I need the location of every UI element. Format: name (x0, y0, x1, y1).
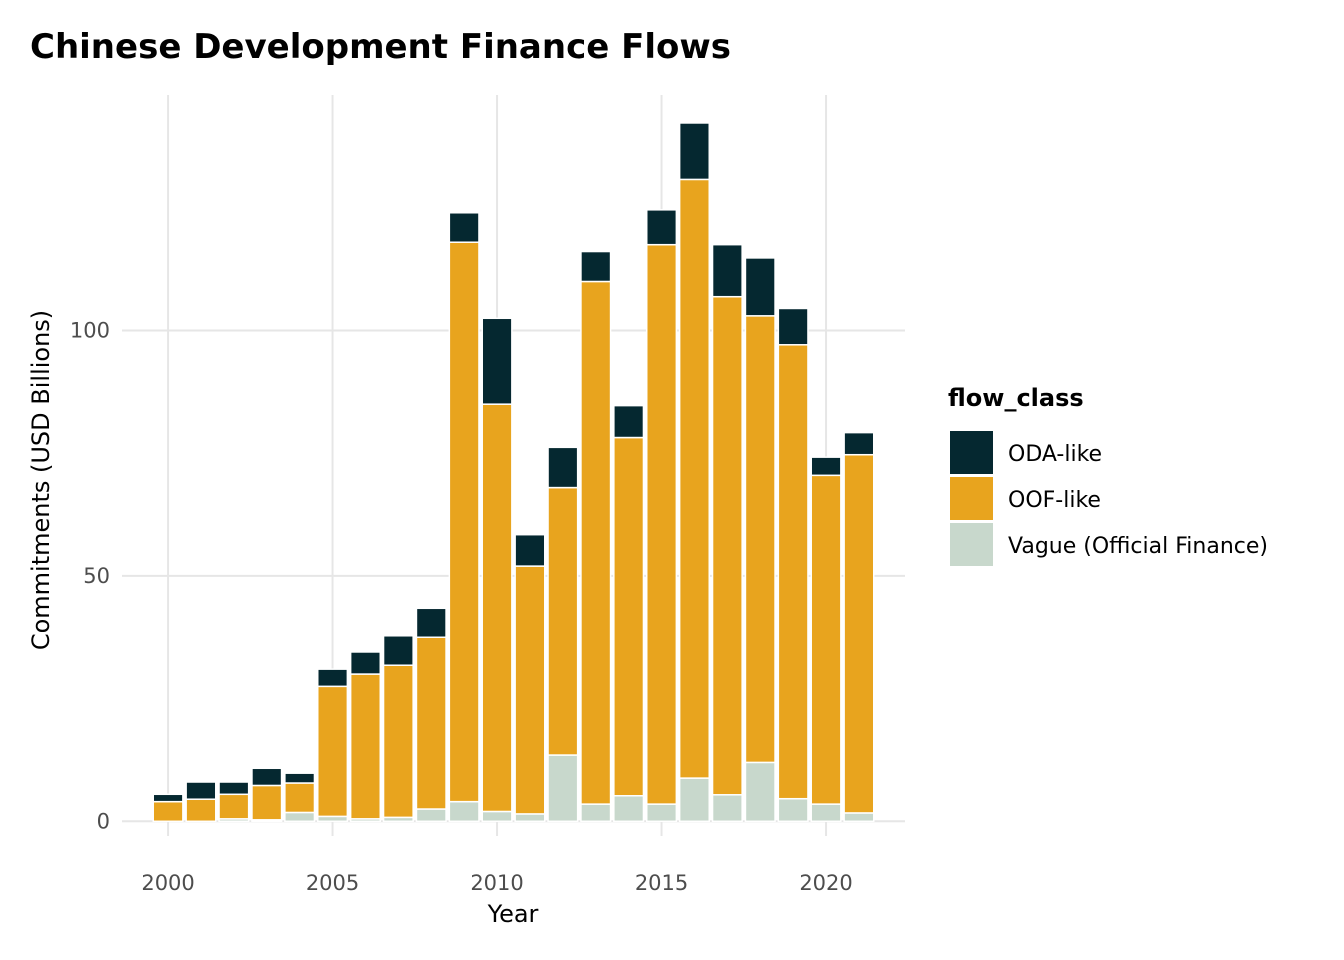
bar-2011-oof-like (514, 565, 546, 815)
legend-label-oof-like: OOF-like (1008, 488, 1101, 513)
bar-2009-oof-like (448, 241, 480, 803)
bar-2018-vague-official-finance (744, 761, 776, 823)
bar-2005-oof-like (317, 685, 349, 818)
bar-2008-oof-like (415, 636, 447, 810)
bar-2015-oof-like (645, 243, 678, 805)
bar-2020-vague-official-finance (810, 803, 842, 823)
bar-2021-vague-official-finance (843, 812, 875, 823)
bar-2017-vague-official-finance (711, 794, 743, 823)
legend-label-vague-official-finance: Vague (Official Finance) (1008, 534, 1268, 559)
x-tick-label-2020: 2020 (799, 871, 852, 895)
bar-2019-vague-official-finance (777, 797, 809, 823)
bar-2008-vague-official-finance (415, 808, 447, 823)
bar-2016-vague-official-finance (678, 777, 710, 823)
bar-2011-vague-official-finance (514, 813, 546, 823)
bar-2004-oof-like (284, 782, 316, 814)
bar-2008-oda-like (415, 607, 447, 639)
x-axis-title: Year (487, 900, 539, 928)
bar-2017-oof-like (711, 295, 743, 796)
legend-swatch-oda-like (950, 431, 993, 474)
bar-2009-oda-like (448, 212, 480, 243)
bar-2004-vague-official-finance (284, 811, 316, 823)
legend-swatch-vague-official-finance (950, 523, 993, 566)
legend-label-oda-like: ODA-like (1008, 442, 1102, 467)
bar-2018-oof-like (744, 315, 776, 764)
legend-swatch-oof-like (950, 477, 993, 520)
bar-2019-oda-like (777, 307, 809, 346)
bar-2010-vague-official-finance (481, 810, 513, 823)
bar-2014-oof-like (613, 436, 645, 797)
bar-2014-vague-official-finance (613, 795, 645, 823)
bar-2017-oda-like (711, 243, 743, 298)
bar-2000-oda-like (152, 793, 184, 803)
bar-2010-oof-like (481, 403, 513, 813)
bar-2006-oda-like (349, 651, 382, 675)
bar-2020-oof-like (810, 474, 842, 805)
bar-2013-oof-like (580, 280, 612, 805)
bar-2012-oda-like (547, 446, 579, 489)
bar-2015-oda-like (645, 209, 678, 246)
legend-title: flow_class (948, 384, 1084, 412)
bar-2016-oda-like (678, 122, 710, 181)
bar-2009-vague-official-finance (448, 800, 480, 823)
bar-2013-vague-official-finance (580, 803, 612, 823)
bar-2015-vague-official-finance (645, 803, 678, 823)
x-tick-label-2015: 2015 (635, 871, 688, 895)
bar-2016-oof-like (678, 178, 710, 779)
bar-2004-oda-like (284, 772, 316, 784)
bar-2007-oof-like (382, 664, 414, 819)
legend: flow_class ODA-like OOF-like Vague (Offici… (948, 384, 1268, 566)
bar-2013-oda-like (580, 250, 612, 283)
y-tick-label-100: 100 (70, 319, 110, 343)
y-tick-label-0: 0 (97, 809, 110, 833)
bar-2019-oof-like (777, 344, 809, 800)
bar-2012-oof-like (547, 486, 579, 756)
bar-2006-oof-like (349, 673, 382, 820)
bar-2018-oda-like (744, 257, 776, 317)
bar-2005-oda-like (317, 668, 349, 688)
x-tick-label-2000: 2000 (141, 871, 194, 895)
bar-2007-oda-like (382, 635, 414, 666)
bar-2014-oda-like (613, 404, 645, 439)
bar-2021-oof-like (843, 453, 875, 814)
bars (152, 122, 875, 823)
y-axis-title: Commitments (USD Billions) (27, 310, 55, 650)
bar-2010-oda-like (481, 317, 513, 405)
y-axis-ticks: 0 50 100 (70, 319, 110, 834)
bar-2003-oof-like (251, 784, 283, 821)
x-tick-label-2010: 2010 (470, 871, 523, 895)
bar-2000-oof-like (152, 800, 184, 823)
x-tick-label-2005: 2005 (306, 871, 359, 895)
bar-2001-oda-like (185, 781, 217, 800)
y-tick-label-50: 50 (83, 564, 110, 588)
bar-2001-oof-like (185, 798, 217, 823)
bar-2002-oof-like (218, 793, 250, 820)
bar-2012-vague-official-finance (547, 754, 579, 823)
bar-2011-oda-like (514, 533, 546, 567)
bar-2020-oda-like (810, 456, 842, 477)
bar-2002-oda-like (218, 781, 250, 796)
chart-title: Chinese Development Finance Flows (30, 27, 731, 67)
bar-2021-oda-like (843, 431, 875, 456)
bar-2003-oda-like (251, 767, 283, 787)
x-axis-ticks: 2000 2005 2010 2015 2020 (141, 871, 852, 895)
